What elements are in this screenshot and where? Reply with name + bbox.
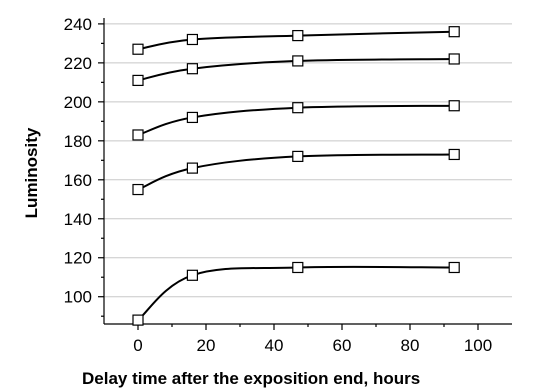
x-tick-label-20: 20 [197, 336, 216, 355]
y-tick-label-100: 100 [64, 288, 92, 307]
data-point-s4-3 [292, 150, 304, 163]
series-line-1 [137, 30, 455, 51]
y-tick-label-160: 160 [64, 171, 92, 190]
data-point-s2-2 [186, 63, 198, 75]
data-point-s4-2 [186, 162, 198, 174]
data-point-s4-1 [132, 183, 144, 196]
data-point-s1-2 [186, 33, 198, 46]
data-point-s2-3 [292, 55, 304, 67]
series-layer [132, 26, 460, 326]
labels-layer: Luminosity Delay time after the expositi… [22, 127, 420, 388]
data-point-s2-1 [132, 74, 144, 87]
y-tick-label-220: 220 [64, 54, 92, 73]
x-axis-title: Delay time after the exposition end, hou… [82, 369, 420, 388]
y-axis-title: Luminosity [22, 127, 41, 218]
y-tick-label-200: 200 [64, 93, 92, 112]
data-point-s1-4 [448, 26, 460, 38]
data-point-s5-3 [292, 261, 304, 274]
y-tick-label-140: 140 [64, 210, 92, 229]
series-line-4 [137, 153, 455, 191]
data-point-s1-1 [132, 43, 144, 55]
data-point-s3-4 [448, 100, 460, 112]
data-point-s3-3 [292, 102, 304, 114]
x-tick-label-80: 80 [401, 336, 420, 355]
series-line-3 [137, 104, 455, 136]
x-tick-label-40: 40 [265, 336, 284, 355]
data-point-s1-3 [292, 29, 304, 42]
series-line-2 [137, 57, 455, 82]
series-line-5 [137, 265, 455, 321]
x-tick-label-100: 100 [464, 336, 492, 355]
data-point-s3-2 [186, 111, 198, 124]
data-point-s4-4 [448, 148, 460, 161]
x-tick-label-0: 0 [133, 336, 142, 355]
y-tick-label-180: 180 [64, 132, 92, 151]
data-point-s5-1 [132, 314, 144, 326]
y-tick-label-240: 240 [64, 15, 92, 34]
data-point-s5-4 [448, 261, 460, 274]
data-point-s5-2 [186, 269, 198, 281]
x-tick-label-60: 60 [333, 336, 352, 355]
grid-layer [104, 23, 512, 298]
data-point-s2-4 [448, 53, 460, 65]
y-tick-label-120: 120 [64, 249, 92, 268]
axes-layer: 100 120 140 160 180 200 220 240 0 20 40 60 80 100 [64, 15, 512, 355]
data-point-s3-1 [132, 129, 144, 141]
